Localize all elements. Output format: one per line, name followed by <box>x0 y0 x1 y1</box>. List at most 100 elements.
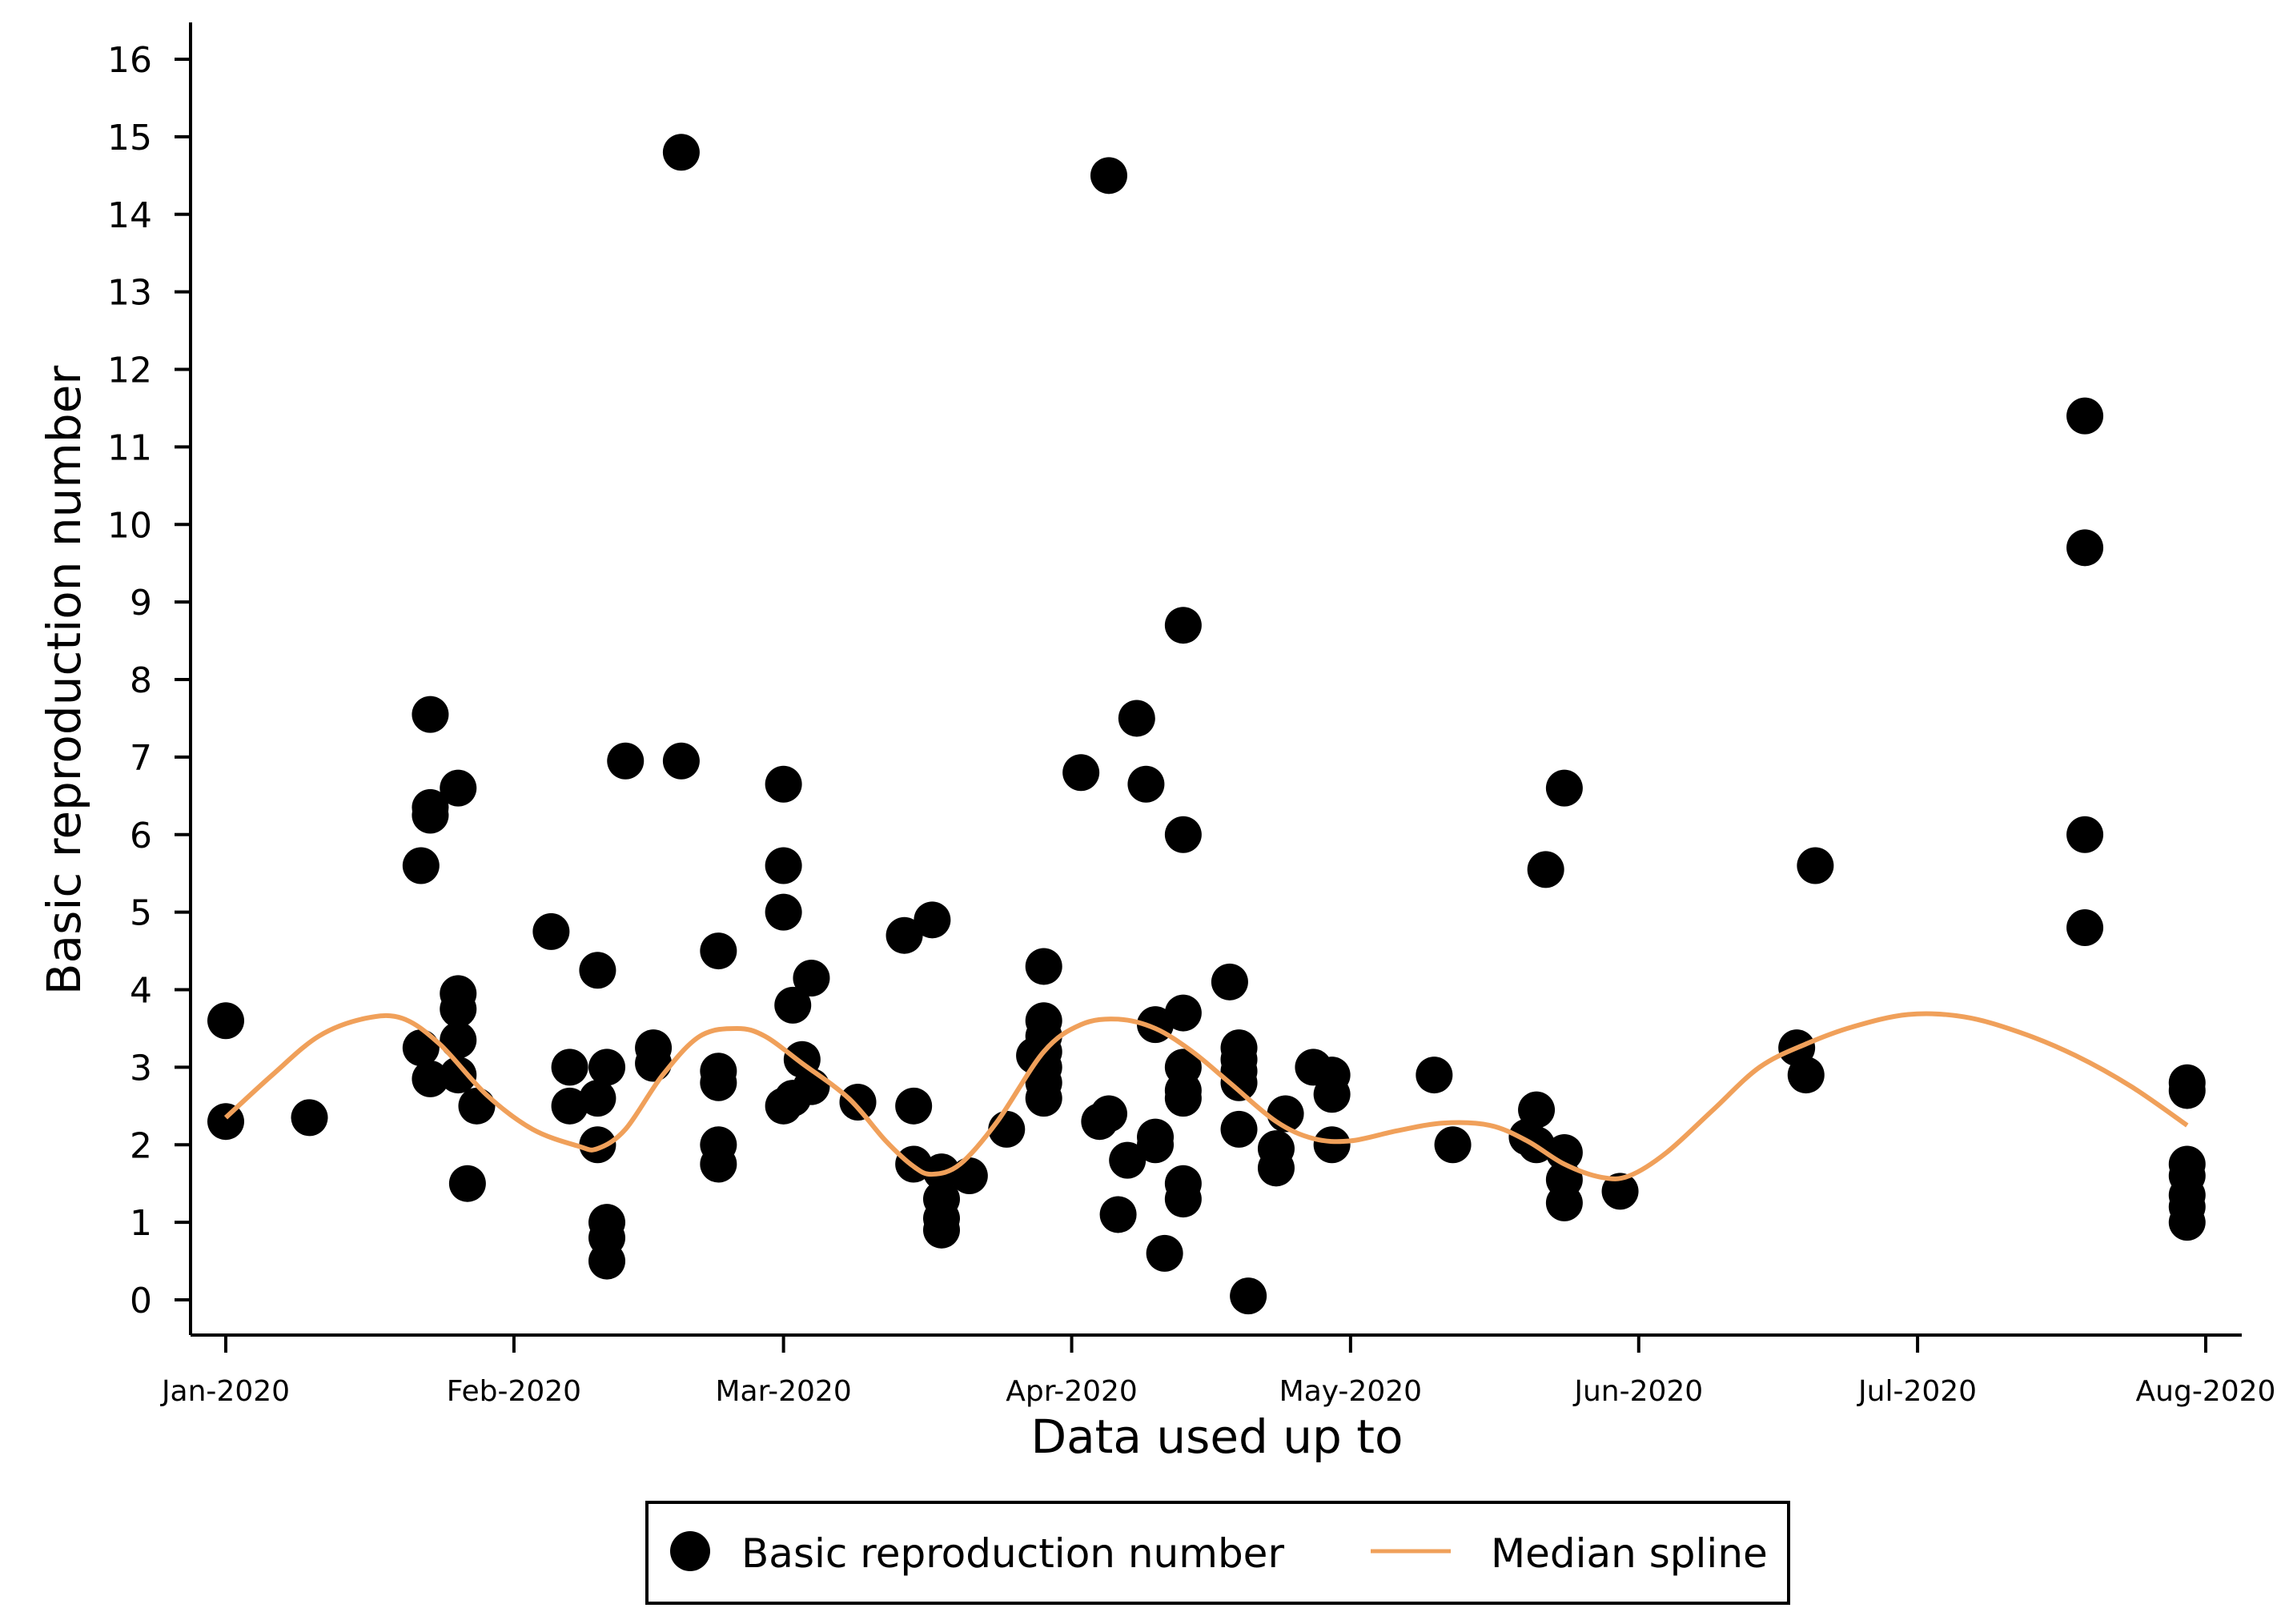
legend-label-points: Basic reproduction number <box>741 1530 1284 1577</box>
data-point <box>1416 1057 1453 1094</box>
data-point <box>532 912 570 950</box>
data-point <box>1313 1076 1351 1113</box>
data-point <box>607 742 645 780</box>
data-point <box>1434 1126 1472 1164</box>
data-point <box>1230 1277 1267 1315</box>
data-point <box>1109 1141 1147 1179</box>
data-point <box>1025 948 1062 985</box>
data-point <box>1527 851 1564 888</box>
data-point <box>895 1087 933 1125</box>
data-point <box>551 1049 588 1086</box>
data-point <box>1016 1037 1054 1074</box>
data-point <box>412 796 449 834</box>
y-tick-label: 8 <box>130 660 152 701</box>
data-point <box>1797 847 1834 884</box>
x-tick-label: Mar-2020 <box>716 1375 852 1408</box>
data-point <box>412 1060 449 1097</box>
data-point <box>1220 1110 1258 1148</box>
data-point <box>1164 1080 1202 1117</box>
x-tick-label: May-2020 <box>1279 1375 1422 1408</box>
y-tick-label: 4 <box>130 971 152 1012</box>
data-point <box>579 1126 616 1164</box>
data-point <box>635 1045 673 1082</box>
data-point <box>1211 963 1248 1000</box>
legend-box <box>645 1501 1790 1605</box>
data-point <box>579 1080 616 1117</box>
data-point <box>440 990 477 1028</box>
data-point <box>1257 1149 1295 1187</box>
data-point <box>1164 1181 1202 1218</box>
data-point <box>1164 607 1202 644</box>
data-point <box>793 1068 830 1105</box>
data-point <box>914 901 951 939</box>
data-point <box>922 1211 960 1249</box>
data-point <box>551 1087 588 1125</box>
y-axis-title: Basic reproduction number <box>37 366 91 996</box>
x-tick-label: Jun-2020 <box>1572 1375 1703 1408</box>
median-spline <box>223 1011 2189 1181</box>
y-tick-label: 12 <box>107 351 152 391</box>
data-point <box>662 742 700 780</box>
x-tick-label: Apr-2020 <box>1006 1375 1138 1408</box>
data-point <box>402 847 440 884</box>
data-point <box>1146 1234 1183 1272</box>
data-point <box>2066 909 2104 946</box>
data-point <box>2066 816 2104 853</box>
y-tick-label: 16 <box>107 40 152 81</box>
data-point <box>885 916 923 954</box>
data-point <box>2168 1072 2206 1109</box>
data-point <box>1220 1064 1258 1101</box>
data-point <box>440 1057 477 1094</box>
data-point <box>440 1021 477 1059</box>
x-tick-label: Feb-2020 <box>447 1375 581 1408</box>
data-point <box>1545 1184 1583 1221</box>
scatter-points <box>207 134 2206 1315</box>
data-point <box>1601 1173 1639 1210</box>
legend-label-spline: Median spline <box>1491 1530 1768 1577</box>
data-point <box>700 932 737 970</box>
y-tick-label: 5 <box>130 893 152 934</box>
data-point <box>662 134 700 171</box>
legend-point-marker <box>670 1531 710 1571</box>
data-point <box>579 952 616 989</box>
data-point <box>412 696 449 733</box>
data-point <box>458 1087 496 1125</box>
data-point <box>2066 529 2104 567</box>
data-point <box>207 1002 244 1040</box>
data-point <box>793 959 830 996</box>
data-point <box>448 1165 486 1202</box>
legend: Basic reproduction number Median spline <box>645 1501 1790 1605</box>
data-point <box>950 1157 988 1194</box>
data-point <box>1787 1057 1825 1094</box>
data-point <box>1099 1196 1137 1233</box>
y-tick-label: 14 <box>107 195 152 236</box>
data-point <box>440 769 477 807</box>
data-point <box>765 847 802 884</box>
y-tick-label: 7 <box>130 738 152 779</box>
data-point <box>774 986 812 1024</box>
y-tick-label: 3 <box>130 1048 152 1089</box>
y-tick-label: 11 <box>107 427 152 468</box>
data-point <box>402 1029 440 1067</box>
data-point <box>2168 1204 2206 1241</box>
median-spline-line <box>223 1011 2189 1181</box>
x-axis-ticks: Jan-2020 Feb-2020 Mar-2020 Apr-2020 May-2020… <box>160 1335 2275 1408</box>
data-point <box>1313 1126 1351 1164</box>
data-point <box>1025 1080 1062 1117</box>
y-tick-label: 15 <box>107 118 152 158</box>
data-point <box>1164 816 1202 853</box>
data-point <box>588 1049 626 1086</box>
data-point <box>1090 1095 1127 1133</box>
data-point <box>1090 157 1127 194</box>
y-tick-label: 1 <box>130 1203 152 1244</box>
data-point <box>1518 1091 1556 1129</box>
x-tick-label: Jul-2020 <box>1857 1375 1977 1408</box>
axes <box>189 22 2242 1337</box>
data-point <box>1164 994 1202 1032</box>
data-point <box>1545 769 1583 807</box>
data-point <box>700 1145 737 1183</box>
data-point <box>839 1083 877 1121</box>
data-point <box>588 1242 626 1280</box>
